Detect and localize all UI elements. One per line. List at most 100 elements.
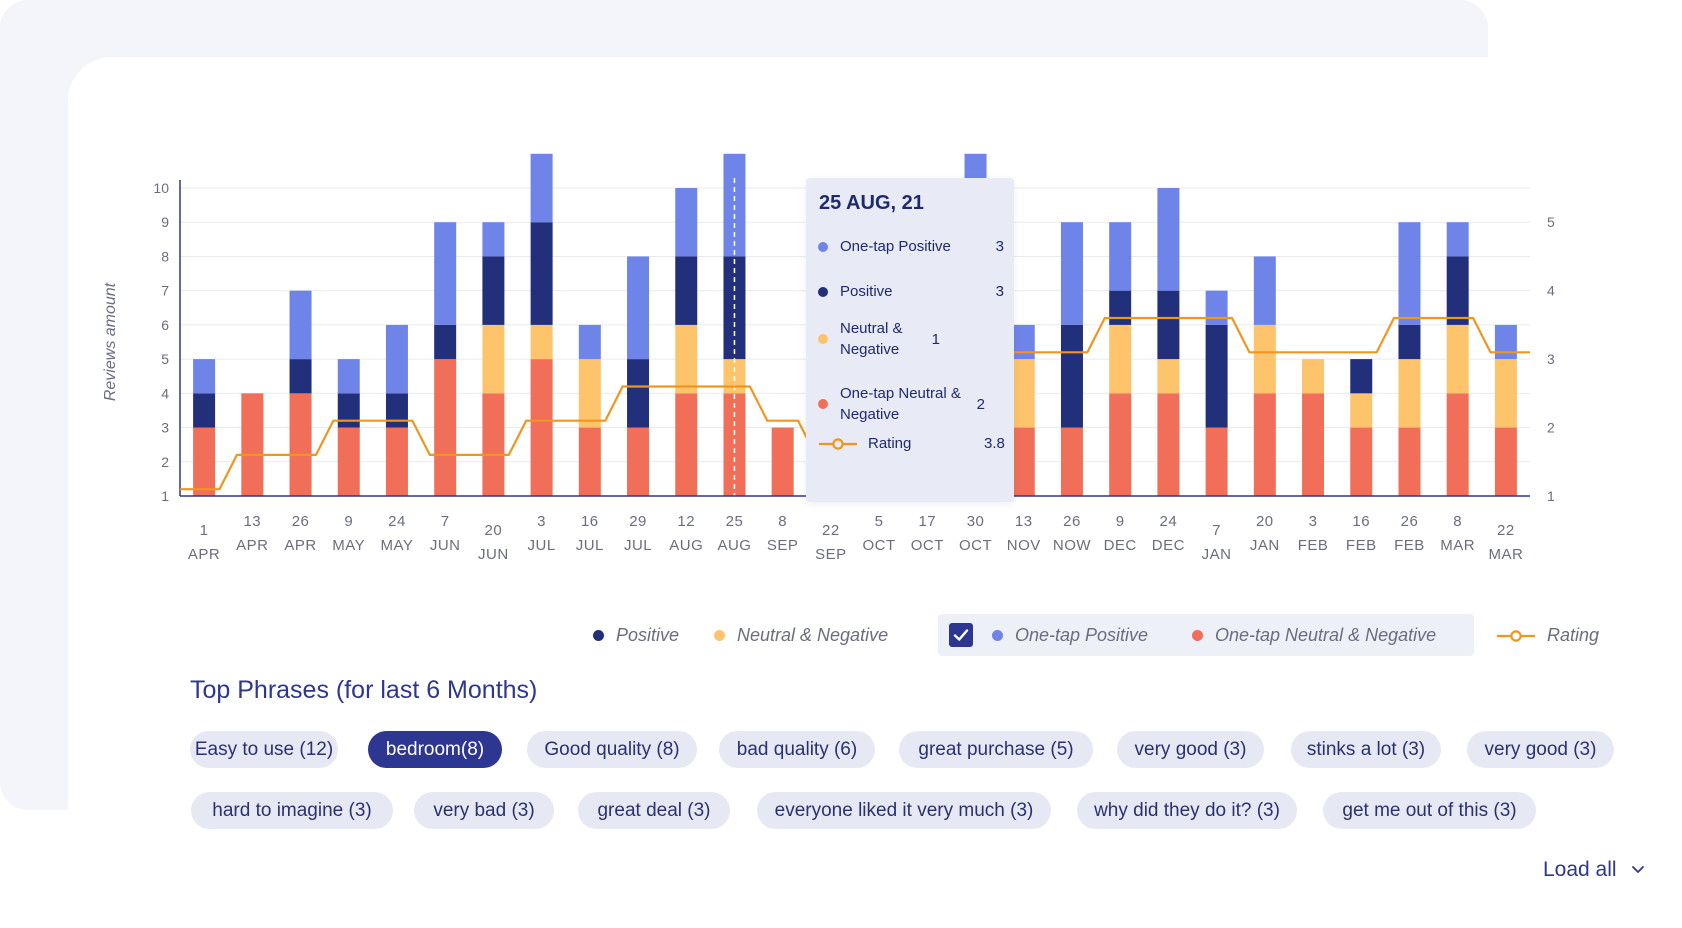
phrase-chip[interactable]: stinks a lot (3) <box>1291 731 1441 768</box>
phrase-chip[interactable]: why did they do it? (3) <box>1077 792 1297 829</box>
x-tick-day: 24 <box>388 513 406 530</box>
bar-segment <box>723 393 746 496</box>
phrase-chip[interactable]: great purchase (5) <box>899 731 1093 768</box>
y-tick-label: 9 <box>161 214 169 230</box>
bar-segment <box>337 393 360 428</box>
legend-item[interactable]: One-tap Neutral & Negative <box>1192 625 1436 646</box>
legend-item[interactable]: One-tap Positive <box>992 625 1148 646</box>
x-tick-day: 9 <box>344 513 353 530</box>
bar-segment <box>627 427 650 496</box>
x-tick-day: 3 <box>1309 513 1318 530</box>
rating-line-icon <box>1497 629 1535 642</box>
y-tick-label: 4 <box>161 385 169 401</box>
bar-segment <box>1157 188 1180 291</box>
legend-dot-icon <box>593 630 604 641</box>
bar-segment <box>1157 290 1180 360</box>
legend-dot-icon <box>992 630 1003 641</box>
legend-item[interactable]: Neutral & Negative <box>714 625 888 646</box>
legend-item[interactable]: Rating <box>1496 625 1599 646</box>
x-tick-day: 13 <box>1015 513 1033 530</box>
x-tick-day: 20 <box>1256 513 1274 530</box>
checkmark-icon <box>953 629 969 641</box>
x-tick-month: FEB <box>1346 537 1377 554</box>
x-tick-month: MAR <box>1488 546 1523 563</box>
y-tick-label: 2 <box>161 454 169 470</box>
bar-segment <box>675 188 698 257</box>
y-tick-label: 10 <box>153 180 169 196</box>
x-tick-month: JAN <box>1202 546 1232 563</box>
phrase-chip[interactable]: everyone liked it very much (3) <box>757 792 1051 829</box>
top-phrases-title: Top Phrases (for last 6 Months) <box>190 676 538 704</box>
bar-segment <box>530 222 553 325</box>
bar-segment <box>578 359 601 428</box>
x-tick-month: FEB <box>1394 537 1425 554</box>
bar-segment <box>530 153 553 223</box>
bar-segment <box>1302 359 1325 394</box>
phrase-chip[interactable]: bedroom(8) <box>368 731 502 768</box>
legend-label: Rating <box>1547 625 1600 645</box>
bar-segment <box>530 324 553 360</box>
x-tick-day: 22 <box>1497 522 1515 539</box>
phrase-chip[interactable]: very bad (3) <box>414 792 554 829</box>
tooltip-row: One-tap Positive 3 <box>818 236 1004 257</box>
bar-segment <box>1109 393 1132 496</box>
phrase-chip[interactable]: Easy to use (12) <box>190 731 338 768</box>
x-tick-day: 30 <box>967 513 985 530</box>
phrase-chip[interactable]: very good (3) <box>1117 731 1264 768</box>
bar-segment <box>1350 359 1373 394</box>
chevron-down-icon <box>1631 866 1644 874</box>
bar-segment <box>434 222 457 325</box>
x-tick-month: AUG <box>669 537 703 554</box>
bar-segment <box>627 359 650 428</box>
bar-segment <box>1205 290 1228 325</box>
bar-segment <box>434 359 457 496</box>
y2-tick-label: 2 <box>1547 420 1555 436</box>
phrase-chip[interactable]: bad quality (6) <box>719 731 875 768</box>
bar-segment <box>1494 427 1517 496</box>
x-tick-day: 13 <box>243 513 261 530</box>
tooltip-row-label: Positive <box>840 283 893 300</box>
bar-segment <box>1012 359 1035 428</box>
x-tick-month: APR <box>236 537 268 554</box>
bar-segment <box>1109 324 1132 394</box>
x-tick-day: 9 <box>1116 513 1125 530</box>
bar-segment <box>1205 427 1228 496</box>
tooltip-row: Neutral & Negative 1 <box>818 318 1004 360</box>
bar-segment <box>578 324 601 360</box>
one-tap-positive-checkbox[interactable] <box>949 623 973 647</box>
phrase-chip[interactable]: hard to imagine (3) <box>191 792 393 829</box>
phrase-chip[interactable]: great deal (3) <box>578 792 730 829</box>
tooltip-row: Rating 3.8 <box>818 433 1005 454</box>
legend-item[interactable]: Positive <box>593 625 679 646</box>
rating-line-icon <box>819 437 857 450</box>
bar-segment <box>1012 324 1035 360</box>
bar-segment <box>1253 393 1276 496</box>
bar-segment <box>1060 222 1083 325</box>
x-tick-month: MAR <box>1440 537 1475 554</box>
bar-segment <box>1446 393 1469 496</box>
y2-tick-label: 4 <box>1547 283 1555 299</box>
legend-label: One-tap Neutral & Negative <box>1215 625 1437 645</box>
x-tick-month: APR <box>284 537 316 554</box>
legend-label: Positive <box>616 625 680 645</box>
x-tick-day: 7 <box>1212 522 1221 539</box>
bar-segment <box>1398 359 1421 428</box>
bar-segment <box>482 324 505 394</box>
bar-segment <box>193 393 216 428</box>
bar-segment <box>1109 222 1132 291</box>
x-tick-day: 26 <box>1401 513 1419 530</box>
x-tick-day: 20 <box>485 522 503 539</box>
tooltip-row-value: 2 <box>976 395 985 413</box>
x-tick-month: NOW <box>1053 537 1092 554</box>
bar-segment <box>1398 324 1421 360</box>
bar-segment <box>385 324 408 394</box>
load-all-button[interactable]: Load all <box>1543 858 1645 882</box>
bar-segment <box>241 393 264 496</box>
bar-segment <box>627 256 650 360</box>
phrase-chip[interactable]: very good (3) <box>1467 731 1614 768</box>
phrase-chip[interactable]: Good quality (8) <box>527 731 697 768</box>
x-tick-month: OCT <box>863 537 896 554</box>
x-tick-month: JUL <box>528 537 556 554</box>
bar-segment <box>530 359 553 496</box>
phrase-chip[interactable]: get me out of this (3) <box>1323 792 1536 829</box>
